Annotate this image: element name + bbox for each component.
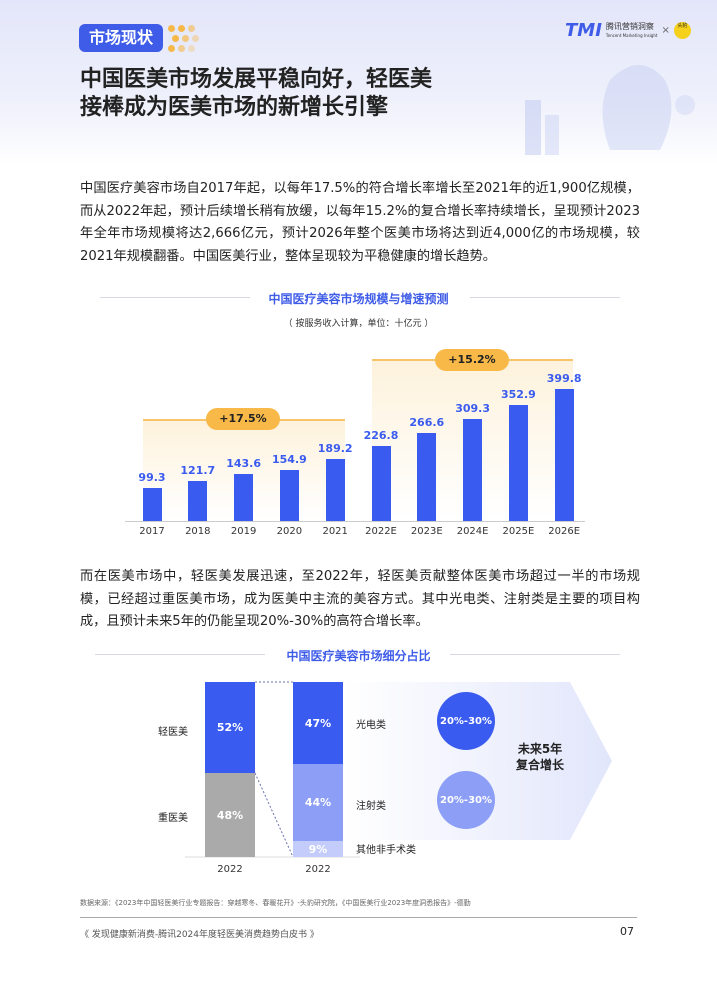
divider xyxy=(95,654,265,655)
value-label: 399.8 xyxy=(546,372,582,386)
section-badge: 市场现状 xyxy=(79,24,164,52)
divider xyxy=(450,654,620,655)
bar-2023E xyxy=(417,433,437,521)
x-label: 2022 xyxy=(305,864,331,875)
partner-logo: 头豹 xyxy=(673,22,691,39)
segment-注射类: 44% xyxy=(293,764,343,842)
x-tick-label: 2021 xyxy=(322,526,348,537)
segment-其他非手术类: 9% xyxy=(293,841,343,857)
bar-2025E xyxy=(508,404,528,521)
x-tick-label: 2025E xyxy=(502,526,535,537)
value-label: 121.7 xyxy=(180,463,216,477)
divider xyxy=(470,297,620,298)
value-label: 352.9 xyxy=(500,387,536,401)
label-injection: 注射类 xyxy=(356,801,386,812)
bar-2017 xyxy=(142,488,162,521)
bar-2018 xyxy=(188,480,208,521)
growth-arrow xyxy=(343,682,612,840)
footer-divider xyxy=(80,917,637,918)
x-tick-label: 2022E xyxy=(365,526,397,537)
chart1-title: 中国医疗美容市场规模与增速预测 xyxy=(268,292,449,306)
chart2-title: 中国医疗美容市场细分占比 xyxy=(286,649,431,663)
bar-2022E xyxy=(371,446,391,521)
intro-paragraph: 中国医疗美容市场自2017年起，以每年17.5%的符合增长率增长至2021年的近… xyxy=(80,181,640,264)
growth-label: 未来5年 复合增长 xyxy=(515,742,564,772)
x-tick-label: 2019 xyxy=(230,526,257,537)
dots-decoration xyxy=(168,25,208,55)
value-label: 189.2 xyxy=(317,441,353,455)
divider xyxy=(100,297,250,298)
value-label: 143.6 xyxy=(226,456,261,470)
value-label: 99.3 xyxy=(138,471,166,485)
x-label: 2022 xyxy=(217,864,243,875)
x-tick-label: 2017 xyxy=(139,526,165,537)
second-paragraph: 而在医美市场中，轻医美发展迅速，至2022年，轻医美贡献整体医美市场超过一半的市… xyxy=(80,569,640,629)
segment-重医美: 48% xyxy=(205,773,255,857)
brand-logo: TMI 腾讯营销洞察 Tencent Marketing Insight × 头豹 xyxy=(565,20,691,41)
x-tick-label: 2023E xyxy=(410,526,443,537)
x-axis xyxy=(125,521,585,522)
growth-pill-2: +15.2% xyxy=(435,349,509,371)
data-source: 数据来源：《2023年中国轻医美行业专题报告：穿越寒冬、春暖花开》-头豹研究院，… xyxy=(80,899,471,907)
value-label: 154.9 xyxy=(271,452,307,466)
chart1-subtitle: （ 按服务收入计算，单位：十亿元 ） xyxy=(283,319,434,329)
bar-2024E xyxy=(463,418,483,521)
bar-2020 xyxy=(279,469,299,521)
segment-轻医美: 52% xyxy=(205,682,255,773)
bar-2021 xyxy=(325,458,345,521)
growth-circle-1: 20%-30% xyxy=(437,692,495,750)
book-title: 《 发现健康新消费-腾讯2024年度轻医美消费趋势白皮书 》 xyxy=(80,930,319,940)
page-title: 中国医美市场发展平稳向好，轻医美 接棒成为医美市场的新增长引擎 xyxy=(80,67,433,120)
label-light: 轻医美 xyxy=(158,727,188,738)
x-tick-label: 2024E xyxy=(456,526,489,537)
bar-2026E xyxy=(554,389,574,521)
label-photoelectric: 光电类 xyxy=(356,720,386,731)
value-label: 226.8 xyxy=(363,429,399,443)
value-label: 309.3 xyxy=(455,401,490,415)
page-number: 07 xyxy=(620,925,634,938)
x-tick-label: 2026E xyxy=(548,526,581,537)
value-label: 266.6 xyxy=(409,416,445,430)
x-tick-label: 2020 xyxy=(276,526,303,537)
segment-光电类: 47% xyxy=(293,682,343,765)
growth-circle-2: 20%-30% xyxy=(437,771,495,829)
growth-pill-1: +17.5% xyxy=(206,408,280,430)
bar-2019 xyxy=(234,473,254,521)
label-heavy: 重医美 xyxy=(158,813,188,824)
label-other: 其他非手术类 xyxy=(356,845,416,856)
x-tick-label: 2018 xyxy=(185,526,211,537)
illustration xyxy=(525,65,695,155)
